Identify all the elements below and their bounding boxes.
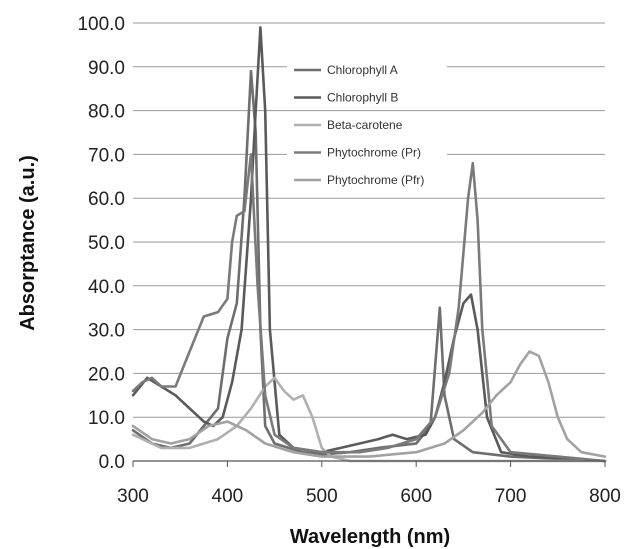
y-tick-label: 90.0 — [88, 58, 125, 79]
legend-label: Phytochrome (Pr) — [327, 146, 421, 160]
legend-backdrop — [287, 115, 447, 133]
y-tick-label: 70.0 — [88, 145, 125, 166]
legend-backdrop — [287, 87, 447, 106]
legend-label: Beta-carotene — [327, 118, 403, 132]
y-tick-label: 40.0 — [88, 277, 125, 298]
gridlines — [133, 22, 605, 418]
series-line-1 — [131, 69, 607, 463]
legend-label: Chlorophyll B — [327, 91, 398, 105]
y-tick-label: 0.0 — [99, 452, 125, 473]
y-axis-title: Absorptance (a.u.) — [17, 155, 39, 331]
y-tick-label: 30.0 — [88, 321, 125, 342]
x-tick-label: 300 — [117, 486, 149, 507]
series-lines — [131, 26, 607, 463]
series-line-5 — [131, 350, 607, 458]
y-tick-label: 60.0 — [88, 189, 125, 210]
legend: Chlorophyll A Chlorophyll B Beta-carotene P… — [287, 60, 447, 188]
legend-label: Chlorophyll A — [327, 63, 398, 77]
legend-label: Phytochrome (Pfr) — [327, 173, 424, 187]
x-axis-ticks — [132, 461, 606, 467]
y-tick-labels: 0.0 10.0 20.0 30.0 40.0 50.0 60.0 70.0 80.0 90.0 1… — [77, 14, 125, 473]
x-tick-labels: 300 400 500 600 700 800 — [117, 486, 621, 507]
y-tick-label: 100.0 — [77, 14, 125, 35]
y-tick-label: 80.0 — [88, 102, 125, 123]
y-tick-label: 50.0 — [88, 233, 125, 254]
x-axis-title: Wavelength (nm) — [290, 526, 450, 548]
series-line-4 — [131, 153, 607, 463]
x-tick-label: 800 — [589, 486, 621, 507]
legend-backdrop — [287, 142, 447, 161]
y-tick-label: 10.0 — [88, 408, 125, 429]
legend-backdrop — [287, 170, 447, 188]
x-tick-label: 600 — [400, 486, 432, 507]
x-tick-label: 400 — [212, 486, 244, 507]
legend-backdrop — [287, 60, 447, 78]
y-tick-label: 20.0 — [88, 364, 125, 385]
x-tick-label: 700 — [495, 486, 527, 507]
x-tick-label: 500 — [306, 486, 338, 507]
